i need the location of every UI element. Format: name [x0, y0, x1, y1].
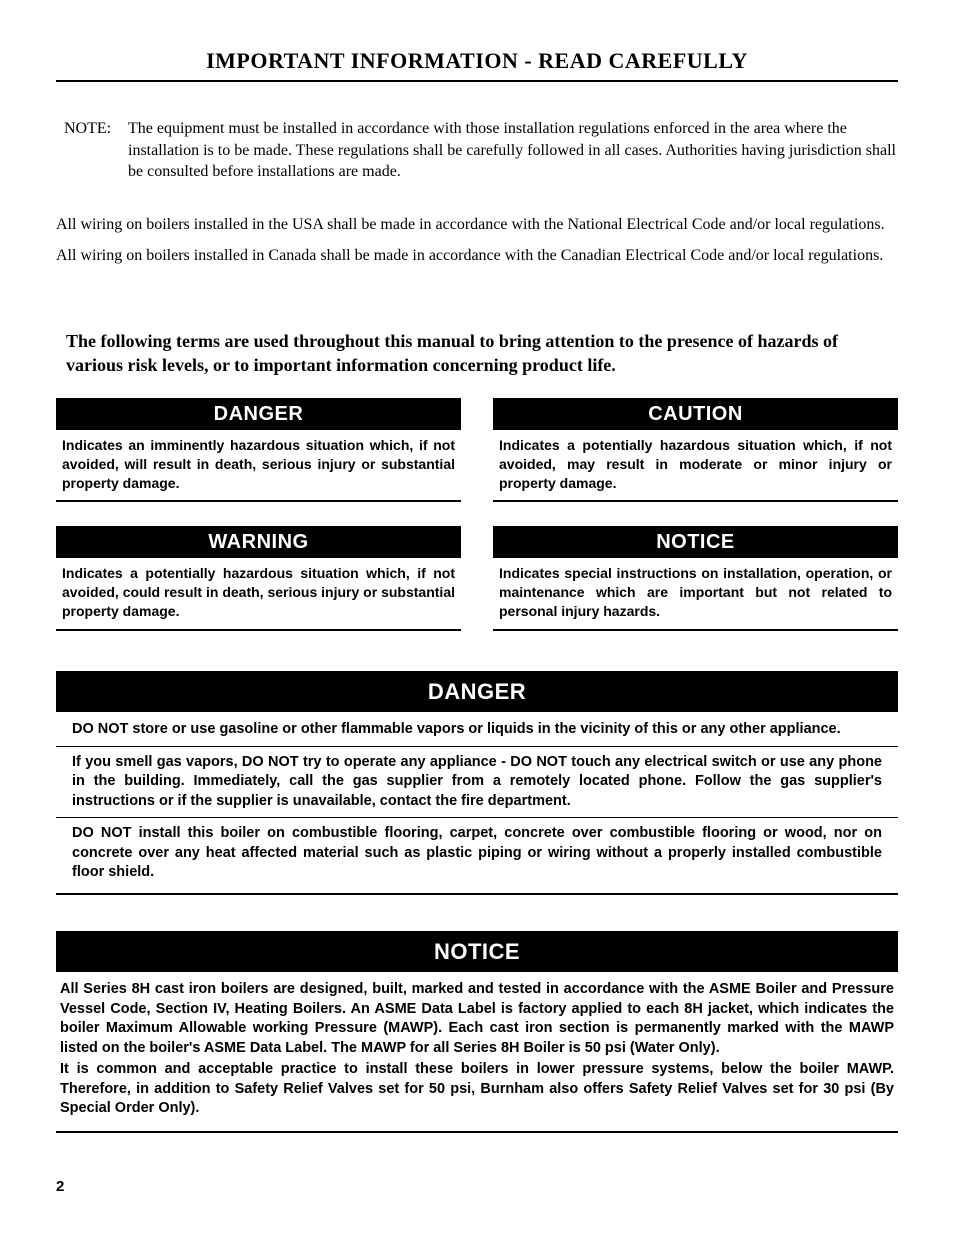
- wiring-usa: All wiring on boilers installed in the U…: [56, 211, 898, 238]
- page-number: 2: [56, 1178, 64, 1195]
- hazard-danger-body: Indicates an imminently hazardous situat…: [56, 430, 461, 501]
- hazard-warning-body: Indicates a potentially hazardous situat…: [56, 558, 461, 629]
- hazard-grid: DANGER Indicates an imminently hazardous…: [56, 398, 898, 631]
- hazard-notice-title: NOTICE: [493, 528, 898, 558]
- danger-sep-2: [56, 817, 898, 818]
- danger-full-body: DO NOT store or use gasoline or other fl…: [56, 712, 898, 893]
- wiring-canada: All wiring on boilers installed in Canad…: [56, 242, 898, 269]
- notice-full-body: All Series 8H cast iron boilers are desi…: [56, 972, 898, 1131]
- hazard-caution-title: CAUTION: [493, 400, 898, 430]
- danger-full-p3: DO NOT install this boiler on combustibl…: [72, 824, 882, 883]
- hazard-caution-body: Indicates a potentially hazardous situat…: [493, 430, 898, 501]
- note-row: NOTE: The equipment must be installed in…: [56, 118, 898, 183]
- notice-full-p1: All Series 8H cast iron boilers are desi…: [60, 980, 894, 1058]
- danger-full-title: DANGER: [56, 673, 898, 712]
- note-label: NOTE:: [64, 118, 128, 183]
- hazard-notice-box: NOTICE Indicates special instructions on…: [493, 526, 898, 631]
- terms-intro: The following terms are used throughout …: [66, 329, 888, 378]
- notice-full-p2: It is common and acceptable practice to …: [60, 1060, 894, 1119]
- wiring-block: All wiring on boilers installed in the U…: [56, 211, 898, 269]
- note-body: The equipment must be installed in accor…: [128, 118, 898, 183]
- hazard-warning-box: WARNING Indicates a potentially hazardou…: [56, 526, 461, 631]
- danger-sep-1: [56, 746, 898, 747]
- danger-full-p2: If you smell gas vapors, DO NOT try to o…: [72, 753, 882, 812]
- hazard-warning-title: WARNING: [56, 528, 461, 558]
- hazard-danger-title: DANGER: [56, 400, 461, 430]
- notice-full-box: NOTICE All Series 8H cast iron boilers a…: [56, 931, 898, 1133]
- hazard-caution-box: CAUTION Indicates a potentially hazardou…: [493, 398, 898, 503]
- notice-full-title: NOTICE: [56, 933, 898, 972]
- danger-full-box: DANGER DO NOT store or use gasoline or o…: [56, 671, 898, 895]
- danger-full-p1: DO NOT store or use gasoline or other fl…: [72, 720, 882, 740]
- page-title: IMPORTANT INFORMATION - READ CAREFULLY: [56, 48, 898, 82]
- hazard-danger-box: DANGER Indicates an imminently hazardous…: [56, 398, 461, 503]
- hazard-notice-body: Indicates special instructions on instal…: [493, 558, 898, 629]
